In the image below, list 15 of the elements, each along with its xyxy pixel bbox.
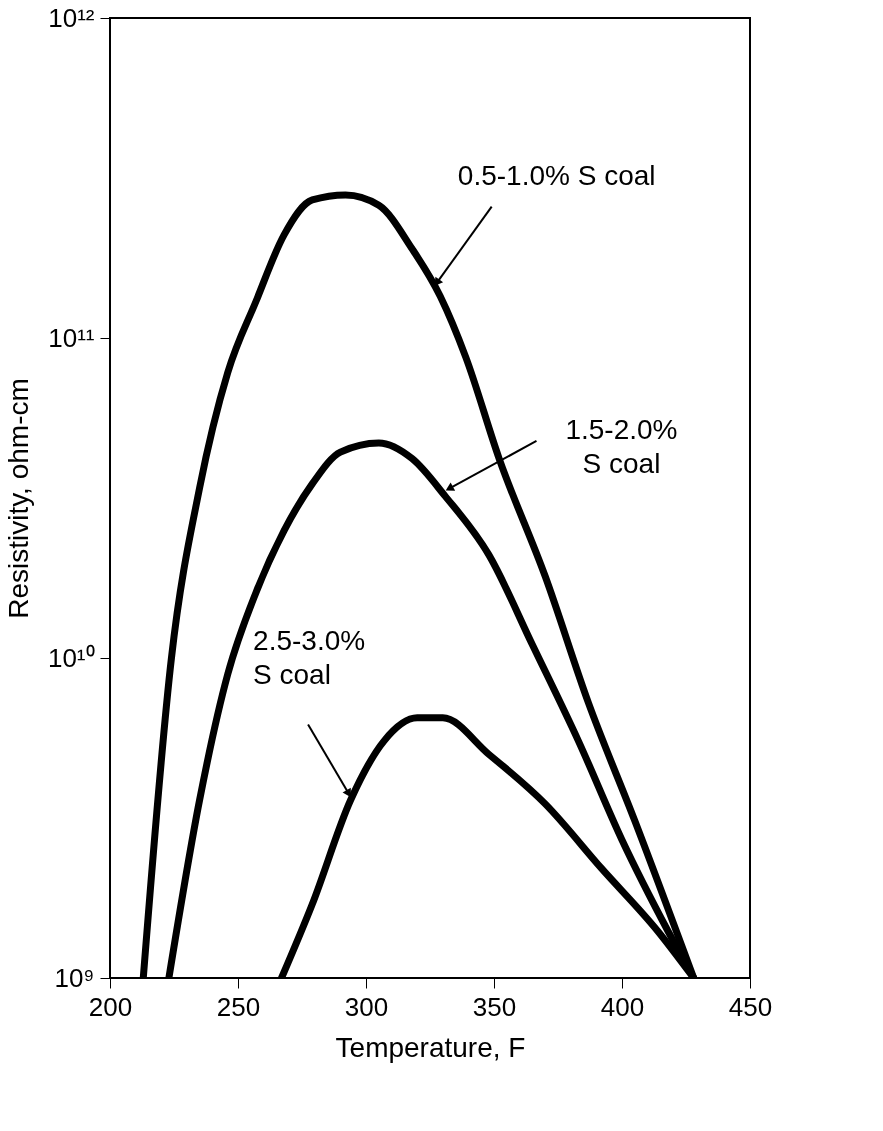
x-tick-label: 450 bbox=[728, 991, 773, 1022]
y-tick-label: 10¹² bbox=[48, 2, 95, 33]
x-axis-title: Temperature, F bbox=[335, 1031, 526, 1063]
annotation: 0.5-1.0% S coal bbox=[457, 159, 656, 191]
x-tick-label: 300 bbox=[344, 991, 389, 1022]
x-tick-label: 350 bbox=[472, 991, 517, 1022]
y-tick-label: 10¹⁰ bbox=[47, 642, 95, 673]
y-tick-label: 10⁹ bbox=[54, 962, 95, 993]
annotation: 1.5-2.0% S coal bbox=[565, 413, 678, 479]
x-tick-label: 200 bbox=[88, 991, 133, 1022]
annotation: 2.5-3.0% S coal bbox=[253, 625, 366, 691]
y-tick-label: 10¹¹ bbox=[48, 322, 95, 353]
x-tick-label: 250 bbox=[216, 991, 261, 1022]
x-tick-label: 400 bbox=[600, 991, 645, 1022]
y-axis-title: Resistivity, ohm-cm bbox=[2, 378, 34, 619]
